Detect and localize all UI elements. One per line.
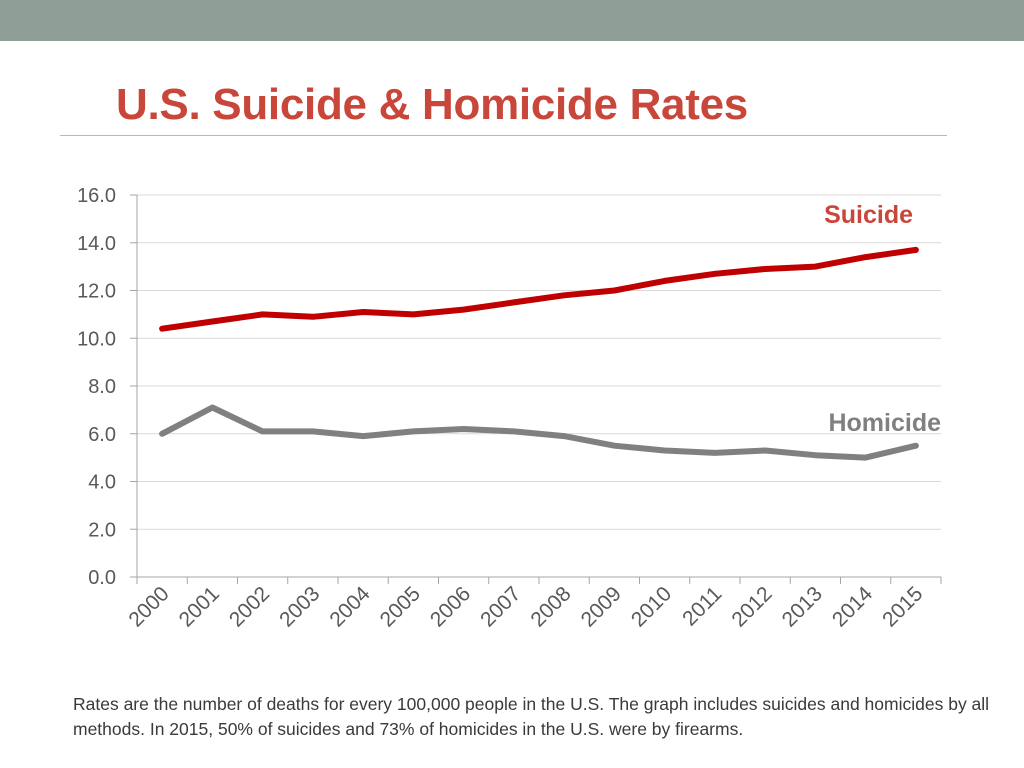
footnote: Rates are the number of deaths for every…: [73, 694, 990, 739]
y-tick-label: 0.0: [88, 567, 116, 589]
y-tick-label: 12.0: [77, 281, 116, 303]
x-tick-label: 2008: [526, 582, 575, 631]
y-tick-label: 2.0: [88, 519, 116, 541]
series-label-homicide: Homicide: [828, 409, 941, 437]
x-tick-label: 2004: [325, 582, 375, 632]
y-tick-label: 14.0: [77, 233, 116, 255]
x-tick-label: 2006: [426, 582, 475, 631]
x-tick-label: 2009: [577, 582, 626, 631]
x-tick-label: 2005: [376, 582, 425, 631]
top-banner: [0, 0, 1024, 41]
y-tick-label: 10.0: [77, 328, 116, 350]
x-tick-label: 2012: [727, 582, 776, 631]
x-tick-label: 2003: [275, 582, 324, 631]
x-tick-label: 2001: [175, 582, 224, 631]
x-tick-label: 2011: [678, 582, 726, 630]
y-tick-label: 8.0: [88, 376, 116, 398]
x-tick-label: 2013: [778, 582, 827, 631]
x-tick-label: 2002: [225, 582, 274, 631]
y-tick-label: 4.0: [88, 472, 116, 494]
y-tick-label: 16.0: [77, 185, 116, 207]
x-tick-label: 2007: [476, 582, 525, 631]
title-divider: [60, 135, 947, 136]
y-tick-label: 6.0: [88, 424, 116, 446]
series-line-suicide: [159, 246, 919, 332]
series-line-homicide: [159, 404, 919, 461]
series-label-suicide: Suicide: [824, 201, 913, 229]
x-tick-label: 2000: [124, 582, 173, 631]
slide-title: U.S. Suicide & Homicide Rates: [116, 80, 748, 129]
x-tick-label: 2014: [828, 582, 878, 632]
x-tick-label: 2010: [627, 582, 676, 631]
x-tick-label: 2015: [878, 582, 927, 631]
